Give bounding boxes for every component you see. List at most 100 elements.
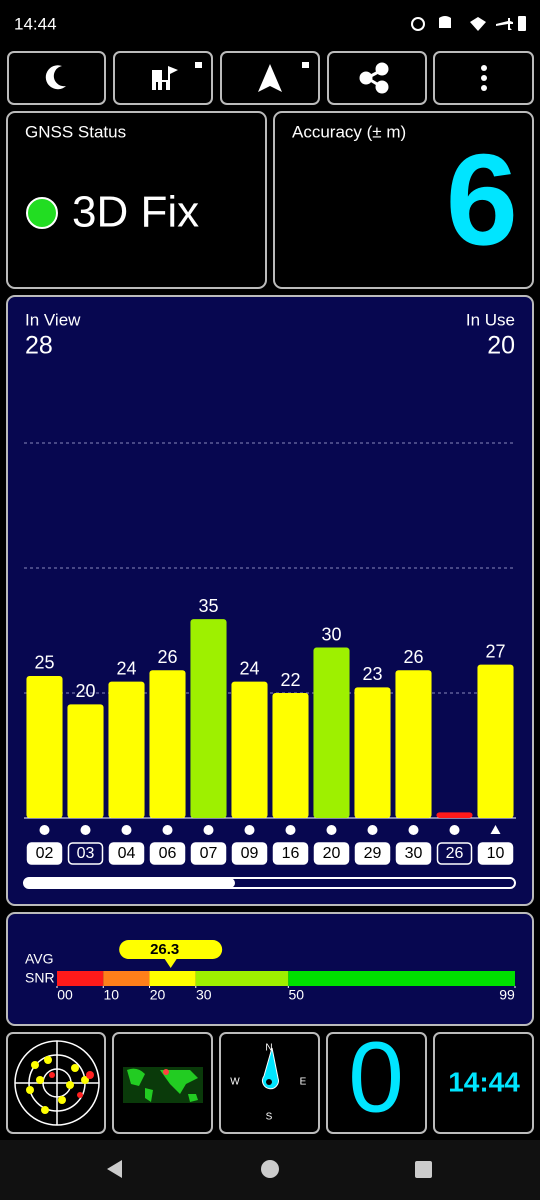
status-time: 14:44 <box>14 14 57 33</box>
snr-tick-label: 00 <box>57 987 73 1003</box>
snr-tick-label: 10 <box>103 987 119 1003</box>
avg-snr-panel <box>6 912 534 1026</box>
snr-scale: 00 10 20 30 50 99 26.3 <box>56 940 516 1003</box>
accuracy-value: 6 <box>446 126 518 272</box>
night-mode-button[interactable] <box>7 51 106 105</box>
prn-box <box>272 842 309 865</box>
menu-icon <box>481 65 487 91</box>
satellite-marker <box>408 825 419 835</box>
prn-box <box>395 842 432 865</box>
avg-snr-pointer <box>119 940 223 968</box>
snr-chart: 25 02 20 03 24 04 26 06 35 07 24 09 22 16 30 20 23 29 26 30… <box>24 442 516 865</box>
share-button[interactable] <box>327 51 427 105</box>
gnss-status-value: 3D Fix <box>72 188 199 237</box>
clear-aiding-button[interactable] <box>113 51 213 105</box>
lock-icon <box>302 62 309 68</box>
back-button[interactable] <box>107 1160 122 1178</box>
snr-label: SNR <box>25 970 55 986</box>
prn-box <box>436 842 473 865</box>
snr-segment <box>57 971 104 986</box>
share-icon <box>359 62 389 94</box>
snr-bar <box>108 681 145 818</box>
sky-plot <box>14 1040 100 1126</box>
snr-label: 23 <box>362 664 382 684</box>
satellite-marker <box>39 825 50 835</box>
prn-box <box>190 842 227 865</box>
compass-n: N <box>265 1043 272 1054</box>
prn-label: 30 <box>405 845 423 862</box>
snr-tick-label: 99 <box>499 987 515 1003</box>
continents <box>127 1068 198 1102</box>
avg-label: AVG <box>25 951 54 967</box>
clock-value: 14:44 <box>448 1066 520 1097</box>
prn-label: 03 <box>77 845 95 862</box>
speed-value: 0 <box>348 1021 404 1133</box>
satellite-marker <box>80 825 91 835</box>
gnss-status-panel <box>6 111 267 289</box>
satellite-marker <box>121 825 132 835</box>
prn-box <box>67 842 104 865</box>
speed-tile[interactable] <box>326 1032 427 1134</box>
prn-box <box>477 842 514 865</box>
snr-bar <box>313 647 350 818</box>
snr-label: 24 <box>239 658 259 678</box>
snr-label: 35 <box>198 596 218 616</box>
satellite-marker <box>203 825 214 835</box>
snr-segment <box>195 971 289 986</box>
snr-label: 20 <box>75 681 95 701</box>
snr-label: 24 <box>116 658 136 678</box>
prn-label: 16 <box>282 845 300 862</box>
prn-box <box>354 842 391 865</box>
avg-snr-value: 26.3 <box>150 941 179 958</box>
snr-bar <box>231 681 268 818</box>
home-button[interactable] <box>261 1160 279 1178</box>
snr-bar <box>26 675 63 818</box>
fix-indicator <box>26 197 58 229</box>
satellite-marker <box>490 825 501 834</box>
arrow-icon <box>258 64 282 92</box>
snr-bar <box>436 812 473 818</box>
snr-bar <box>395 670 432 818</box>
snr-tick-label: 30 <box>196 987 212 1003</box>
accuracy-label: Accuracy (± m) <box>292 122 406 141</box>
scroll-thumb[interactable] <box>24 878 235 888</box>
recents-button[interactable] <box>415 1161 432 1178</box>
prn-box <box>108 842 145 865</box>
needle-pivot <box>266 1079 272 1085</box>
snr-label: 26 <box>157 647 177 667</box>
status-icons <box>411 16 526 31</box>
in-use-label: In Use <box>466 310 515 329</box>
satellite-marker <box>367 825 378 835</box>
prn-label: 10 <box>487 845 505 862</box>
prn-label: 04 <box>118 845 136 862</box>
prn-label: 07 <box>200 845 218 862</box>
snr-label: 25 <box>34 653 54 673</box>
toolbar <box>7 51 534 105</box>
prn-box <box>26 842 63 865</box>
snr-bar <box>477 664 514 818</box>
snr-bar <box>67 704 104 818</box>
snr-bar <box>354 687 391 818</box>
satellite-marker <box>285 825 296 835</box>
satellite-marker <box>244 825 255 835</box>
snr-segment <box>288 971 515 986</box>
moon-icon <box>45 65 66 90</box>
flag-icon <box>152 66 178 90</box>
compass-needle <box>261 1047 279 1090</box>
lock-icon <box>195 62 202 68</box>
clock-tile[interactable] <box>433 1032 534 1134</box>
compass-e: E <box>300 1077 307 1088</box>
snr-label: 27 <box>485 641 505 661</box>
snr-label: 22 <box>280 670 300 690</box>
snr-tick-label: 20 <box>150 987 166 1003</box>
prn-label: 26 <box>446 845 464 862</box>
in-use-value: 20 <box>487 332 515 360</box>
gnss-status-label: GNSS Status <box>25 122 126 141</box>
prn-label: 02 <box>36 845 54 862</box>
in-view-value: 28 <box>25 332 53 360</box>
satellite-marker <box>326 825 337 835</box>
satellite-marker <box>162 825 173 835</box>
prn-label: 20 <box>323 845 341 862</box>
location-dot <box>163 1069 169 1075</box>
